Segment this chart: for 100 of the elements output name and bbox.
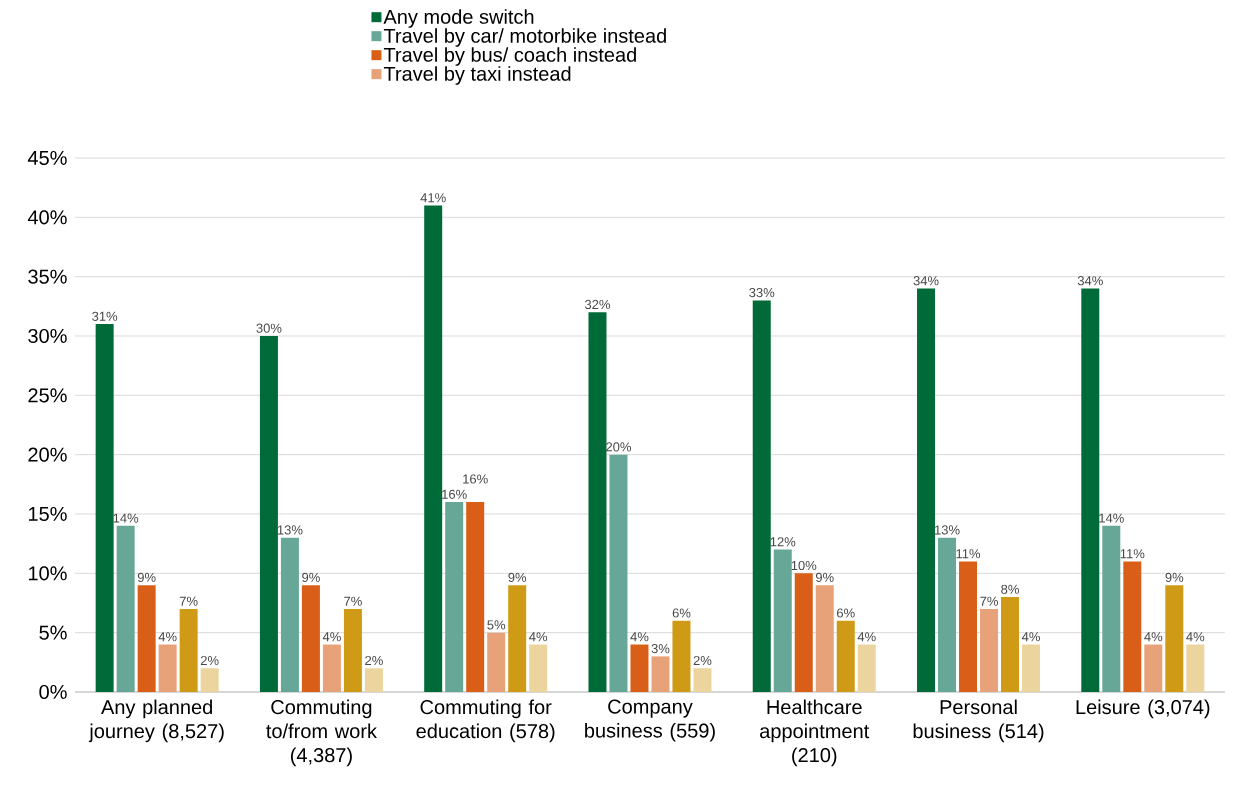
data-label: 8% — [1001, 584, 1019, 594]
y-tick-label: 10% — [28, 566, 67, 581]
bar — [364, 668, 383, 692]
bar — [651, 656, 670, 692]
data-label: 2% — [200, 655, 219, 666]
data-label: 7% — [179, 596, 198, 606]
data-label: 2% — [693, 655, 712, 666]
bar — [794, 573, 813, 692]
bar — [980, 608, 999, 692]
data-label: 32% — [584, 299, 611, 310]
data-label: 7% — [344, 596, 362, 606]
data-label: 16% — [442, 489, 467, 499]
x-tick-label: Commuting for education (578) — [416, 699, 555, 743]
data-label: 30% — [256, 323, 282, 333]
bar — [630, 644, 649, 692]
data-label: 34% — [1077, 276, 1103, 286]
bar — [95, 324, 114, 692]
data-label: 33% — [749, 287, 775, 298]
bar — [1081, 288, 1100, 692]
data-label: 6% — [837, 608, 855, 618]
data-label: 11% — [1120, 549, 1145, 559]
bar — [280, 537, 299, 692]
bar — [917, 288, 936, 692]
y-tick-label: 45% — [27, 150, 67, 166]
bar — [609, 454, 628, 692]
bar — [815, 585, 834, 692]
bar — [137, 585, 156, 692]
bar — [424, 205, 443, 692]
bar — [445, 502, 464, 692]
bar — [179, 608, 198, 692]
bar — [466, 502, 485, 692]
legend-label: Any mode switch — [383, 9, 534, 28]
data-label: 6% — [672, 608, 691, 618]
y-tick-label: 15% — [28, 506, 67, 522]
x-tick-label: Personal business (514) — [913, 699, 1044, 743]
data-label: 9% — [1165, 572, 1184, 582]
bar — [343, 608, 362, 692]
data-label: 34% — [913, 276, 939, 286]
data-label: 3% — [651, 643, 670, 654]
data-label: 4% — [322, 632, 341, 642]
bar — [1186, 644, 1205, 692]
data-label: 9% — [302, 572, 320, 582]
bar — [672, 620, 691, 692]
y-tick-label: 40% — [27, 210, 67, 225]
y-tick-label: 5% — [39, 625, 67, 640]
y-tick-label: 35% — [28, 269, 67, 284]
data-label: 9% — [815, 572, 834, 582]
data-label: 2% — [365, 655, 383, 666]
bar — [857, 644, 876, 692]
bar — [200, 668, 219, 692]
bar — [938, 537, 957, 692]
bar — [1123, 561, 1142, 692]
y-tick-label: 20% — [28, 447, 67, 462]
y-tick-label: 0% — [39, 684, 67, 700]
bar — [508, 585, 527, 692]
bar — [1165, 585, 1184, 692]
data-label: 9% — [508, 572, 527, 582]
bar — [588, 312, 607, 692]
bar — [1001, 597, 1020, 692]
bar — [116, 525, 135, 692]
data-label: 4% — [1186, 632, 1205, 642]
data-label: 4% — [630, 632, 649, 642]
bar — [1022, 644, 1041, 692]
data-label: 4% — [1144, 632, 1163, 642]
data-label: 31% — [92, 311, 118, 321]
data-label: 5% — [487, 620, 506, 630]
bar — [1102, 525, 1121, 692]
data-label: 14% — [1099, 513, 1124, 523]
x-tick-label: Leisure (3,074) — [1076, 699, 1210, 719]
data-label: 13% — [935, 525, 960, 535]
y-tick-label: 25% — [28, 388, 67, 403]
data-label: 4% — [1021, 632, 1040, 642]
x-tick-label: Healthcare appointment (210) — [760, 699, 870, 767]
x-tick-label: Any planned journey (8,527) — [88, 699, 224, 743]
data-label: 4% — [529, 632, 548, 642]
legend-label: Travel by car/ motorbike instead — [383, 28, 666, 47]
bar — [1144, 644, 1163, 692]
bar — [259, 335, 278, 692]
data-label: 4% — [857, 632, 876, 642]
data-label: 7% — [980, 596, 998, 606]
bar — [693, 668, 712, 692]
x-tick-label: Commuting to/from work (4,387) — [266, 699, 377, 767]
data-label: 13% — [277, 525, 303, 535]
bar — [487, 632, 506, 692]
bar — [529, 644, 548, 692]
data-label: 41% — [420, 193, 446, 203]
y-tick-label: 30% — [28, 328, 67, 344]
data-label: 4% — [158, 632, 177, 642]
data-label: 11% — [956, 549, 981, 559]
bar — [301, 585, 320, 692]
bar — [836, 620, 855, 692]
legend-label: Travel by taxi instead — [383, 66, 571, 85]
bar — [959, 561, 978, 692]
bar — [158, 644, 177, 692]
data-label: 16% — [463, 474, 488, 484]
bar — [322, 644, 341, 692]
legend-label: Travel by bus/ coach instead — [383, 47, 636, 66]
bar — [752, 300, 771, 692]
data-label: 9% — [137, 572, 156, 582]
bar — [773, 549, 792, 692]
